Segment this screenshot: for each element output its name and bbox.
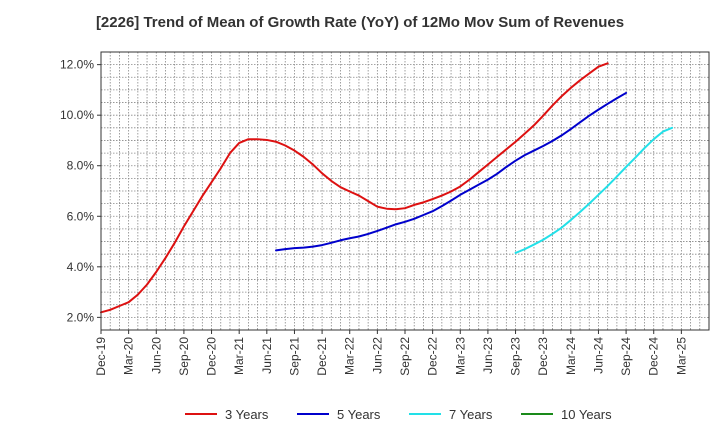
- x-tick-label: Jun-24: [591, 337, 605, 374]
- x-tick-label: Mar-20: [122, 337, 136, 375]
- x-tick-label: Jun-23: [481, 337, 495, 374]
- series-line-5-years: [275, 91, 628, 252]
- chart-title: [2226] Trend of Mean of Growth Rate (YoY…: [95, 14, 625, 31]
- y-tick-label: 12.0%: [60, 58, 94, 72]
- plot-area: [100, 51, 710, 331]
- x-tick-label: Mar-22: [343, 337, 357, 375]
- x-tick-label: Jun-20: [149, 337, 163, 374]
- x-tick-label: Mar-24: [564, 337, 578, 375]
- axes: 2.0% 4.0% 6.0% 8.0% 10.0% 12.0% Dec-19 Mar-20 Ju…: [60, 51, 710, 376]
- y-tick-label: 6.0%: [67, 209, 95, 223]
- x-tick-label: Dec-22: [426, 337, 440, 376]
- x-tick-label: Mar-25: [674, 337, 688, 375]
- x-tick-label: Sep-21: [287, 337, 301, 376]
- x-tick-label: Jun-21: [260, 337, 274, 374]
- x-tick-label: Sep-24: [619, 337, 633, 376]
- x-tick-label: Dec-23: [536, 337, 550, 376]
- x-tick-label: Sep-22: [398, 337, 412, 376]
- legend-label: 7 Years: [449, 407, 493, 422]
- legend-label: 5 Years: [337, 407, 381, 422]
- x-tick-label: Mar-23: [453, 337, 467, 375]
- legend: 3 Years 5 Years 7 Years 10 Years: [185, 407, 612, 422]
- legend-label: 10 Years: [561, 407, 612, 422]
- x-tick-label: Dec-20: [205, 337, 219, 376]
- y-tick-label: 4.0%: [67, 260, 95, 274]
- x-tick-label: Dec-24: [647, 337, 661, 376]
- x-tick-label: Sep-23: [509, 337, 523, 376]
- y-tick-label: 2.0%: [67, 310, 95, 324]
- x-tick-label: Dec-21: [315, 337, 329, 376]
- y-tick-label: 8.0%: [67, 159, 95, 173]
- y-tick-label: 10.0%: [60, 108, 94, 122]
- x-tick-label: Dec-19: [94, 337, 108, 376]
- legend-label: 3 Years: [225, 407, 269, 422]
- x-tick-label: Jun-22: [370, 337, 384, 374]
- x-tick-label: Mar-21: [232, 337, 246, 375]
- series-line-3-years: [100, 62, 609, 314]
- series-line-7-years: [514, 126, 674, 254]
- x-tick-label: Sep-20: [177, 337, 191, 376]
